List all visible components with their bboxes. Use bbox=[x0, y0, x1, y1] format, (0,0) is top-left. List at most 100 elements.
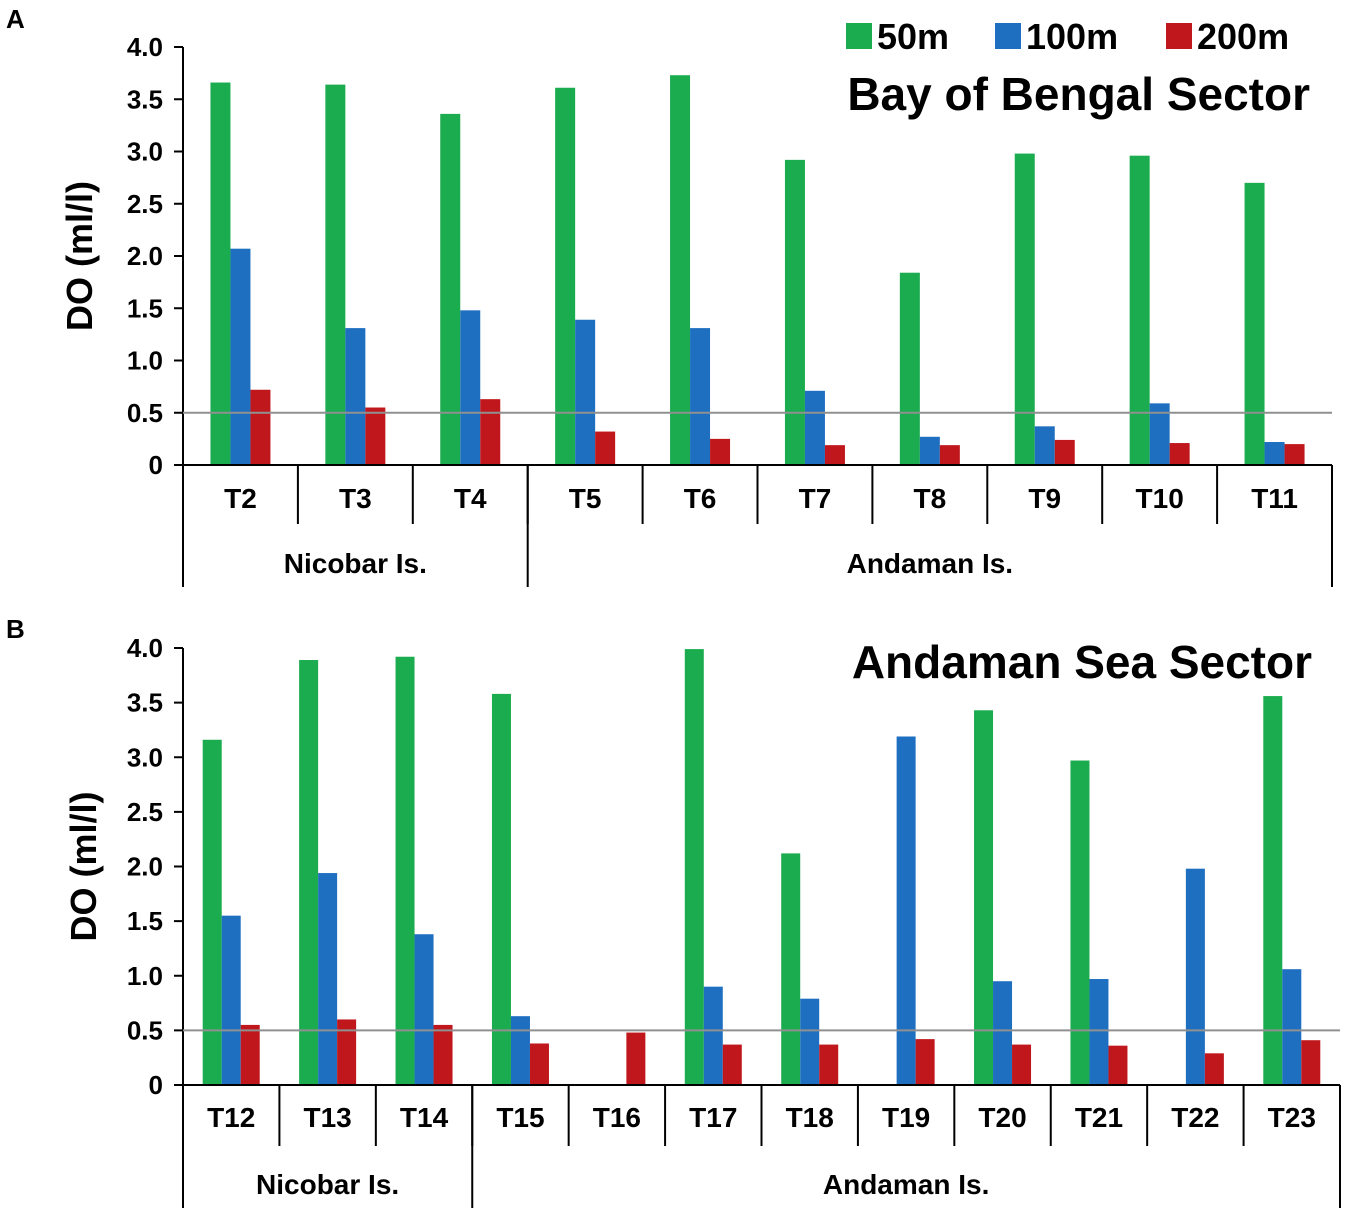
panel-a-bay-of-bengal: A Bay of Bengal Sector DO (ml/l) 0 0.5 1.0 1.5… bbox=[6, 4, 1333, 587]
x-tick-label: T20 bbox=[978, 1102, 1026, 1133]
bar-T8-50m bbox=[899, 272, 920, 465]
x-tick-label: T7 bbox=[799, 483, 832, 514]
x-tick-label: T6 bbox=[684, 483, 717, 514]
bar-T12-50m bbox=[202, 739, 222, 1085]
bar-T18-50m bbox=[781, 853, 801, 1085]
bar-T11-50m bbox=[1244, 182, 1265, 465]
y-tick-label: 2.5 bbox=[127, 797, 163, 827]
bar-T8-200m bbox=[939, 445, 960, 465]
bar-T3-200m bbox=[365, 407, 386, 465]
panel-label: B bbox=[6, 614, 25, 644]
bar-T22-100m bbox=[1185, 868, 1205, 1085]
x-tick-label: T14 bbox=[400, 1102, 449, 1133]
bar-T19-200m bbox=[915, 1039, 935, 1085]
y-tick-label: 3.5 bbox=[127, 84, 163, 114]
legend-swatch-100m bbox=[995, 23, 1021, 49]
x-tick-label: T17 bbox=[689, 1102, 737, 1133]
bar-T23-100m bbox=[1282, 969, 1302, 1085]
group-label: Nicobar Is. bbox=[284, 548, 427, 579]
x-tick-label: T3 bbox=[339, 483, 372, 514]
bar-T13-200m bbox=[337, 1019, 357, 1085]
bar-T20-100m bbox=[993, 981, 1013, 1085]
y-tick-label: 3.0 bbox=[127, 742, 163, 772]
y-tick-label: 2.0 bbox=[127, 852, 163, 882]
bar-T10-100m bbox=[1149, 403, 1170, 465]
y-tick-label: 3.5 bbox=[127, 688, 163, 718]
group-label: Andaman Is. bbox=[847, 548, 1013, 579]
bar-T18-100m bbox=[800, 998, 820, 1085]
x-tick-label: T23 bbox=[1268, 1102, 1316, 1133]
bar-T22-200m bbox=[1204, 1053, 1224, 1085]
group-label: Andaman Is. bbox=[823, 1169, 989, 1200]
bar-T6-100m bbox=[690, 328, 711, 465]
y-tick-label: 3.0 bbox=[127, 137, 163, 167]
bar-T5-100m bbox=[575, 319, 596, 465]
bar-T20-200m bbox=[1012, 1044, 1032, 1085]
bar-T14-200m bbox=[433, 1024, 453, 1085]
y-tick-label: 4.0 bbox=[127, 32, 163, 62]
legend-swatch-200m bbox=[1166, 23, 1192, 49]
y-tick-label: 1.0 bbox=[127, 346, 163, 376]
bar-T12-200m bbox=[240, 1024, 260, 1085]
legend-swatch-50m bbox=[846, 23, 872, 49]
bar-T8-100m bbox=[919, 436, 940, 465]
bar-T21-100m bbox=[1089, 979, 1109, 1085]
bar-T20-50m bbox=[974, 710, 994, 1085]
bar-T10-200m bbox=[1169, 443, 1190, 465]
bar-T2-100m bbox=[230, 248, 251, 465]
y-tick-label: 2.5 bbox=[127, 189, 163, 219]
y-tick-label: 0.5 bbox=[127, 398, 163, 428]
y-tick-label: 2.0 bbox=[127, 241, 163, 271]
bar-T5-50m bbox=[555, 87, 576, 465]
bar-T5-200m bbox=[595, 431, 616, 465]
bar-T13-100m bbox=[318, 873, 338, 1085]
bar-T7-100m bbox=[804, 390, 825, 465]
x-tick-label: T21 bbox=[1075, 1102, 1123, 1133]
bar-T11-200m bbox=[1284, 444, 1305, 465]
bar-T6-200m bbox=[710, 438, 731, 465]
bar-T7-200m bbox=[824, 445, 845, 465]
x-tick-label: T15 bbox=[496, 1102, 544, 1133]
bar-T3-50m bbox=[325, 84, 346, 466]
x-tick-label: T9 bbox=[1028, 483, 1061, 514]
x-tick-label: T13 bbox=[304, 1102, 352, 1133]
bar-T16-200m bbox=[626, 1032, 646, 1085]
bar-T11-100m bbox=[1264, 442, 1285, 465]
bar-T17-200m bbox=[722, 1044, 742, 1085]
legend-label-200m: 200m bbox=[1197, 16, 1289, 57]
panel-label: A bbox=[6, 4, 25, 34]
bar-T12-100m bbox=[221, 915, 241, 1085]
bar-T15-50m bbox=[491, 693, 511, 1085]
y-axis-label: DO (ml/l) bbox=[59, 181, 100, 331]
x-tick-label: T22 bbox=[1171, 1102, 1219, 1133]
x-tick-label: T18 bbox=[786, 1102, 834, 1133]
bar-T3-100m bbox=[345, 328, 366, 465]
x-tick-label: T5 bbox=[569, 483, 602, 514]
bar-T14-100m bbox=[414, 934, 434, 1085]
bar-T4-200m bbox=[480, 399, 501, 465]
y-axis-label: DO (ml/l) bbox=[63, 792, 104, 942]
bar-T21-50m bbox=[1070, 760, 1090, 1085]
x-tick-label: T10 bbox=[1136, 483, 1184, 514]
bar-T4-100m bbox=[460, 310, 481, 465]
bar-T17-50m bbox=[684, 649, 704, 1085]
group-label: Nicobar Is. bbox=[256, 1169, 399, 1200]
x-tick-label: T11 bbox=[1251, 483, 1298, 514]
bar-T21-200m bbox=[1108, 1045, 1128, 1085]
x-tick-label: T2 bbox=[224, 483, 257, 514]
chart-title: Andaman Sea Sector bbox=[852, 636, 1312, 688]
legend-label-50m: 50m bbox=[877, 16, 949, 57]
bar-T4-50m bbox=[440, 113, 461, 465]
bar-T6-50m bbox=[670, 75, 691, 465]
y-tick-label: 1.5 bbox=[127, 906, 163, 936]
y-tick-label: 0.5 bbox=[127, 1015, 163, 1045]
bar-T23-200m bbox=[1301, 1040, 1321, 1085]
legend: 50m 100m 200m bbox=[846, 16, 1289, 57]
bar-T14-50m bbox=[395, 656, 415, 1085]
x-tick-label: T16 bbox=[593, 1102, 641, 1133]
chart-title: Bay of Bengal Sector bbox=[847, 68, 1310, 120]
bar-T19-100m bbox=[896, 736, 916, 1085]
bar-T2-200m bbox=[250, 389, 271, 465]
bar-T9-100m bbox=[1034, 426, 1055, 465]
